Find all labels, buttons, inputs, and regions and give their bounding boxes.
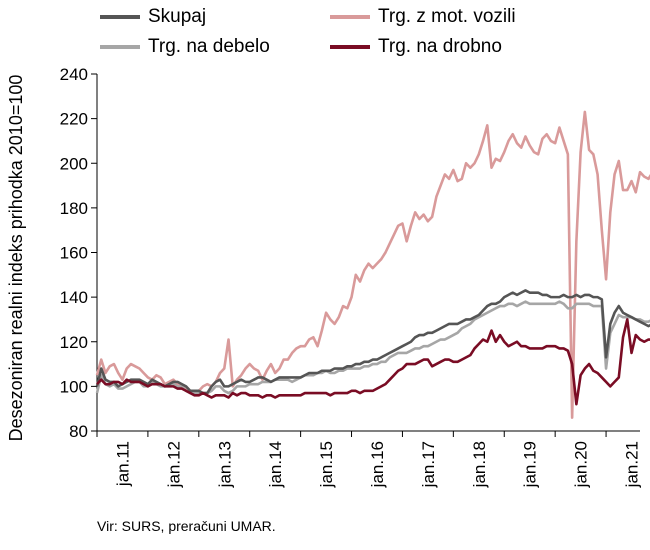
x-tick-label: jan.14 [266, 441, 285, 488]
y-tick-label: 240 [60, 65, 88, 84]
legend-swatch-trg-na-debelo [100, 45, 140, 49]
y-tick-label: 120 [60, 333, 88, 352]
y-tick-label: 100 [60, 377, 88, 396]
x-tick-label: jan.17 [419, 441, 438, 488]
y-tick-label: 220 [60, 110, 88, 129]
legend-item-trg-z-mot-vozili: Trg. z mot. vozili [330, 6, 516, 28]
x-tick-label: jan.19 [521, 441, 540, 488]
legend-swatch-trg-z-mot-vozili [330, 15, 370, 19]
legend-item-skupaj: Skupaj [100, 6, 206, 28]
x-axis: jan.11 jan.12 jan.13 jan.14 jan.15 jan.16 jan.… [96, 430, 642, 488]
y-axis-label: Desezoniran realni indeks prihodka 2010=… [6, 75, 26, 442]
y-tick-label: 200 [60, 154, 88, 173]
series-line-trg-na-debelo [95, 300, 650, 395]
x-tick-label: jan.18 [470, 441, 489, 488]
series-line-trg-z-mot-vozili [95, 110, 650, 419]
legend-swatch-trg-na-drobno [330, 45, 370, 49]
y-tick-label: 160 [60, 244, 88, 263]
y-axis: 80 100 120 140 160 180 200 220 240 [60, 65, 98, 441]
legend-item-trg-na-debelo: Trg. na debelo [100, 36, 270, 58]
x-tick-label: jan.20 [572, 441, 591, 488]
series-layer [95, 110, 650, 419]
y-tick-label: 80 [69, 422, 88, 441]
legend-label-trg-z-mot-vozili: Trg. z mot. vozili [378, 6, 516, 27]
legend-label-trg-na-drobno: Trg. na drobno [378, 36, 502, 57]
x-tick-label: jan.11 [113, 441, 132, 487]
y-tick-label: 180 [60, 199, 88, 218]
x-tick-label: jan.13 [215, 441, 234, 488]
x-tick-label: jan.15 [317, 441, 336, 488]
y-tick-label: 140 [60, 288, 88, 307]
legend-label-trg-na-debelo: Trg. na debelo [148, 36, 270, 57]
source-note: Vir: SURS, preračuni UMAR. [97, 518, 276, 534]
x-tick-label: jan.12 [164, 441, 183, 488]
x-tick-label: jan.16 [368, 441, 387, 488]
legend-item-trg-na-drobno: Trg. na drobno [330, 36, 502, 58]
legend-swatch-skupaj [100, 15, 140, 19]
series-line-skupaj [95, 289, 650, 395]
legend: Skupaj Trg. z mot. vozili Trg. na debelo… [0, 0, 650, 60]
x-tick-label: jan.21 [623, 441, 642, 488]
legend-label-skupaj: Skupaj [148, 6, 207, 27]
series-line-trg-na-drobno [96, 318, 650, 406]
